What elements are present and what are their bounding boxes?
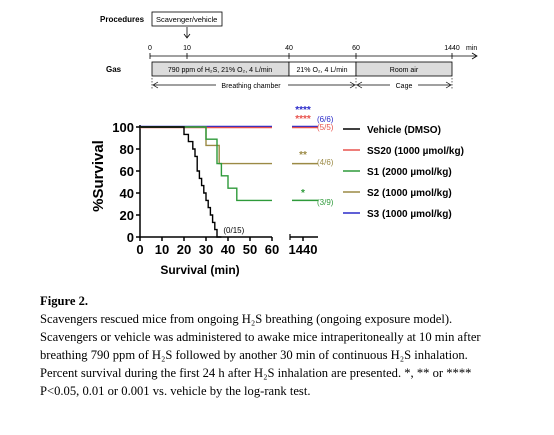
procedure-box	[151, 11, 223, 27]
x-tick-label: 20	[177, 242, 191, 257]
gas-label: Gas	[106, 65, 122, 74]
x-tick-label: 30	[199, 242, 213, 257]
significance-stars: *	[301, 188, 305, 199]
procedures-label: Procedures	[100, 15, 145, 24]
timeline-tick-40: 40	[285, 45, 293, 52]
y-tick-label: 100	[112, 120, 134, 135]
count-label: (0/15)	[223, 226, 244, 235]
chart-axes: 0 20 40 60 80 100 0 10 20 30 40 50 60 1440	[112, 120, 318, 257]
y-axis-label: %Survival	[90, 140, 107, 212]
gas-segment-room-air-label: Room air	[390, 67, 419, 74]
x-tick-label: 50	[243, 242, 257, 257]
procedure-schematic: Procedures Scavenger/vehicle 0 10 40 60 …	[100, 11, 478, 90]
y-tick-label: 60	[120, 164, 134, 179]
x-axis-label: Survival (min)	[160, 263, 239, 277]
procedure-arrow-head	[183, 33, 191, 39]
legend-entry: S1 (2000 µmol/kg)	[367, 167, 452, 178]
y-tick-label: 80	[120, 142, 134, 157]
x-tick-label: 60	[265, 242, 279, 257]
figure-label: Figure 2.	[40, 294, 89, 308]
caption-line-5: P<0.05, 0.01 or 0.001 vs. vehicle by the…	[40, 384, 311, 398]
series-line	[140, 126, 222, 238]
y-tick-label: 20	[120, 208, 134, 223]
caption-line-2: Scavengers or vehicle was administered t…	[40, 330, 481, 344]
count-label: (3/9)	[317, 198, 334, 207]
x-tick-label: 0	[136, 242, 143, 257]
phase-label-chamber: Breathing chamber	[221, 83, 281, 90]
timeline-unit: min	[466, 45, 477, 52]
x-tick-label: 40	[221, 242, 235, 257]
significance-stars: **	[299, 150, 307, 161]
survival-chart: %Survival Survival (min) 0 20 40 60 80 100 0 10…	[90, 105, 464, 277]
legend-entry: Vehicle (DMSO)	[367, 125, 441, 136]
procedure-box-label: Scavenger/vehicle	[156, 15, 217, 24]
y-tick-label: 0	[127, 230, 134, 245]
figure-2: Procedures Scavenger/vehicle 0 10 40 60 …	[90, 11, 478, 277]
gas-segment-o2-label: 21% O₂, 4 L/min	[297, 67, 348, 74]
count-label: (4/6)	[317, 158, 334, 167]
legend-entry: S2 (1000 µmol/kg)	[367, 188, 452, 199]
caption-line-3: breathing 790 ppm of H₂S followed by ano…	[40, 348, 468, 362]
count-label: (6/6)	[317, 115, 334, 124]
count-label: (5/5)	[317, 123, 334, 132]
chart-legend: Vehicle (DMSO) SS20 (1000 µmol/kg) S1 (200…	[343, 125, 464, 220]
timeline-tick-0: 0	[148, 45, 152, 52]
gas-segment-h2s-label: 790 ppm of H₂S, 21% O₂, 4 L/min	[168, 67, 272, 74]
significance-stars: ****	[295, 114, 311, 125]
figure-caption: Figure 2. Scavengers rescued mice from o…	[40, 292, 540, 400]
timeline-tick-60: 60	[352, 45, 360, 52]
x-tick-label: 10	[155, 242, 169, 257]
chart-annotations: (0/15) **** (5/5) * (3/9) ** (4/6) **** (6/6)	[223, 105, 333, 235]
series-line	[140, 126, 272, 202]
survival-curves	[140, 125, 318, 238]
x-tick-label-far: 1440	[289, 242, 318, 257]
caption-line-1: Scavengers rescued mice from ongoing H₂S…	[40, 312, 453, 326]
legend-entry: S3 (1000 µmol/kg)	[367, 209, 452, 220]
phase-label-cage: Cage	[396, 83, 413, 90]
legend-entry: SS20 (1000 µmol/kg)	[367, 146, 464, 157]
timeline-tick-10: 10	[183, 45, 191, 52]
timeline-tick-1440: 1440	[444, 45, 460, 52]
significance-stars: ****	[295, 105, 311, 116]
timeline-arrow-head	[471, 52, 478, 60]
y-tick-label: 40	[120, 186, 134, 201]
gas-segment-room-air	[355, 61, 453, 77]
caption-line-4: Percent survival during the first 24 h a…	[40, 366, 472, 380]
